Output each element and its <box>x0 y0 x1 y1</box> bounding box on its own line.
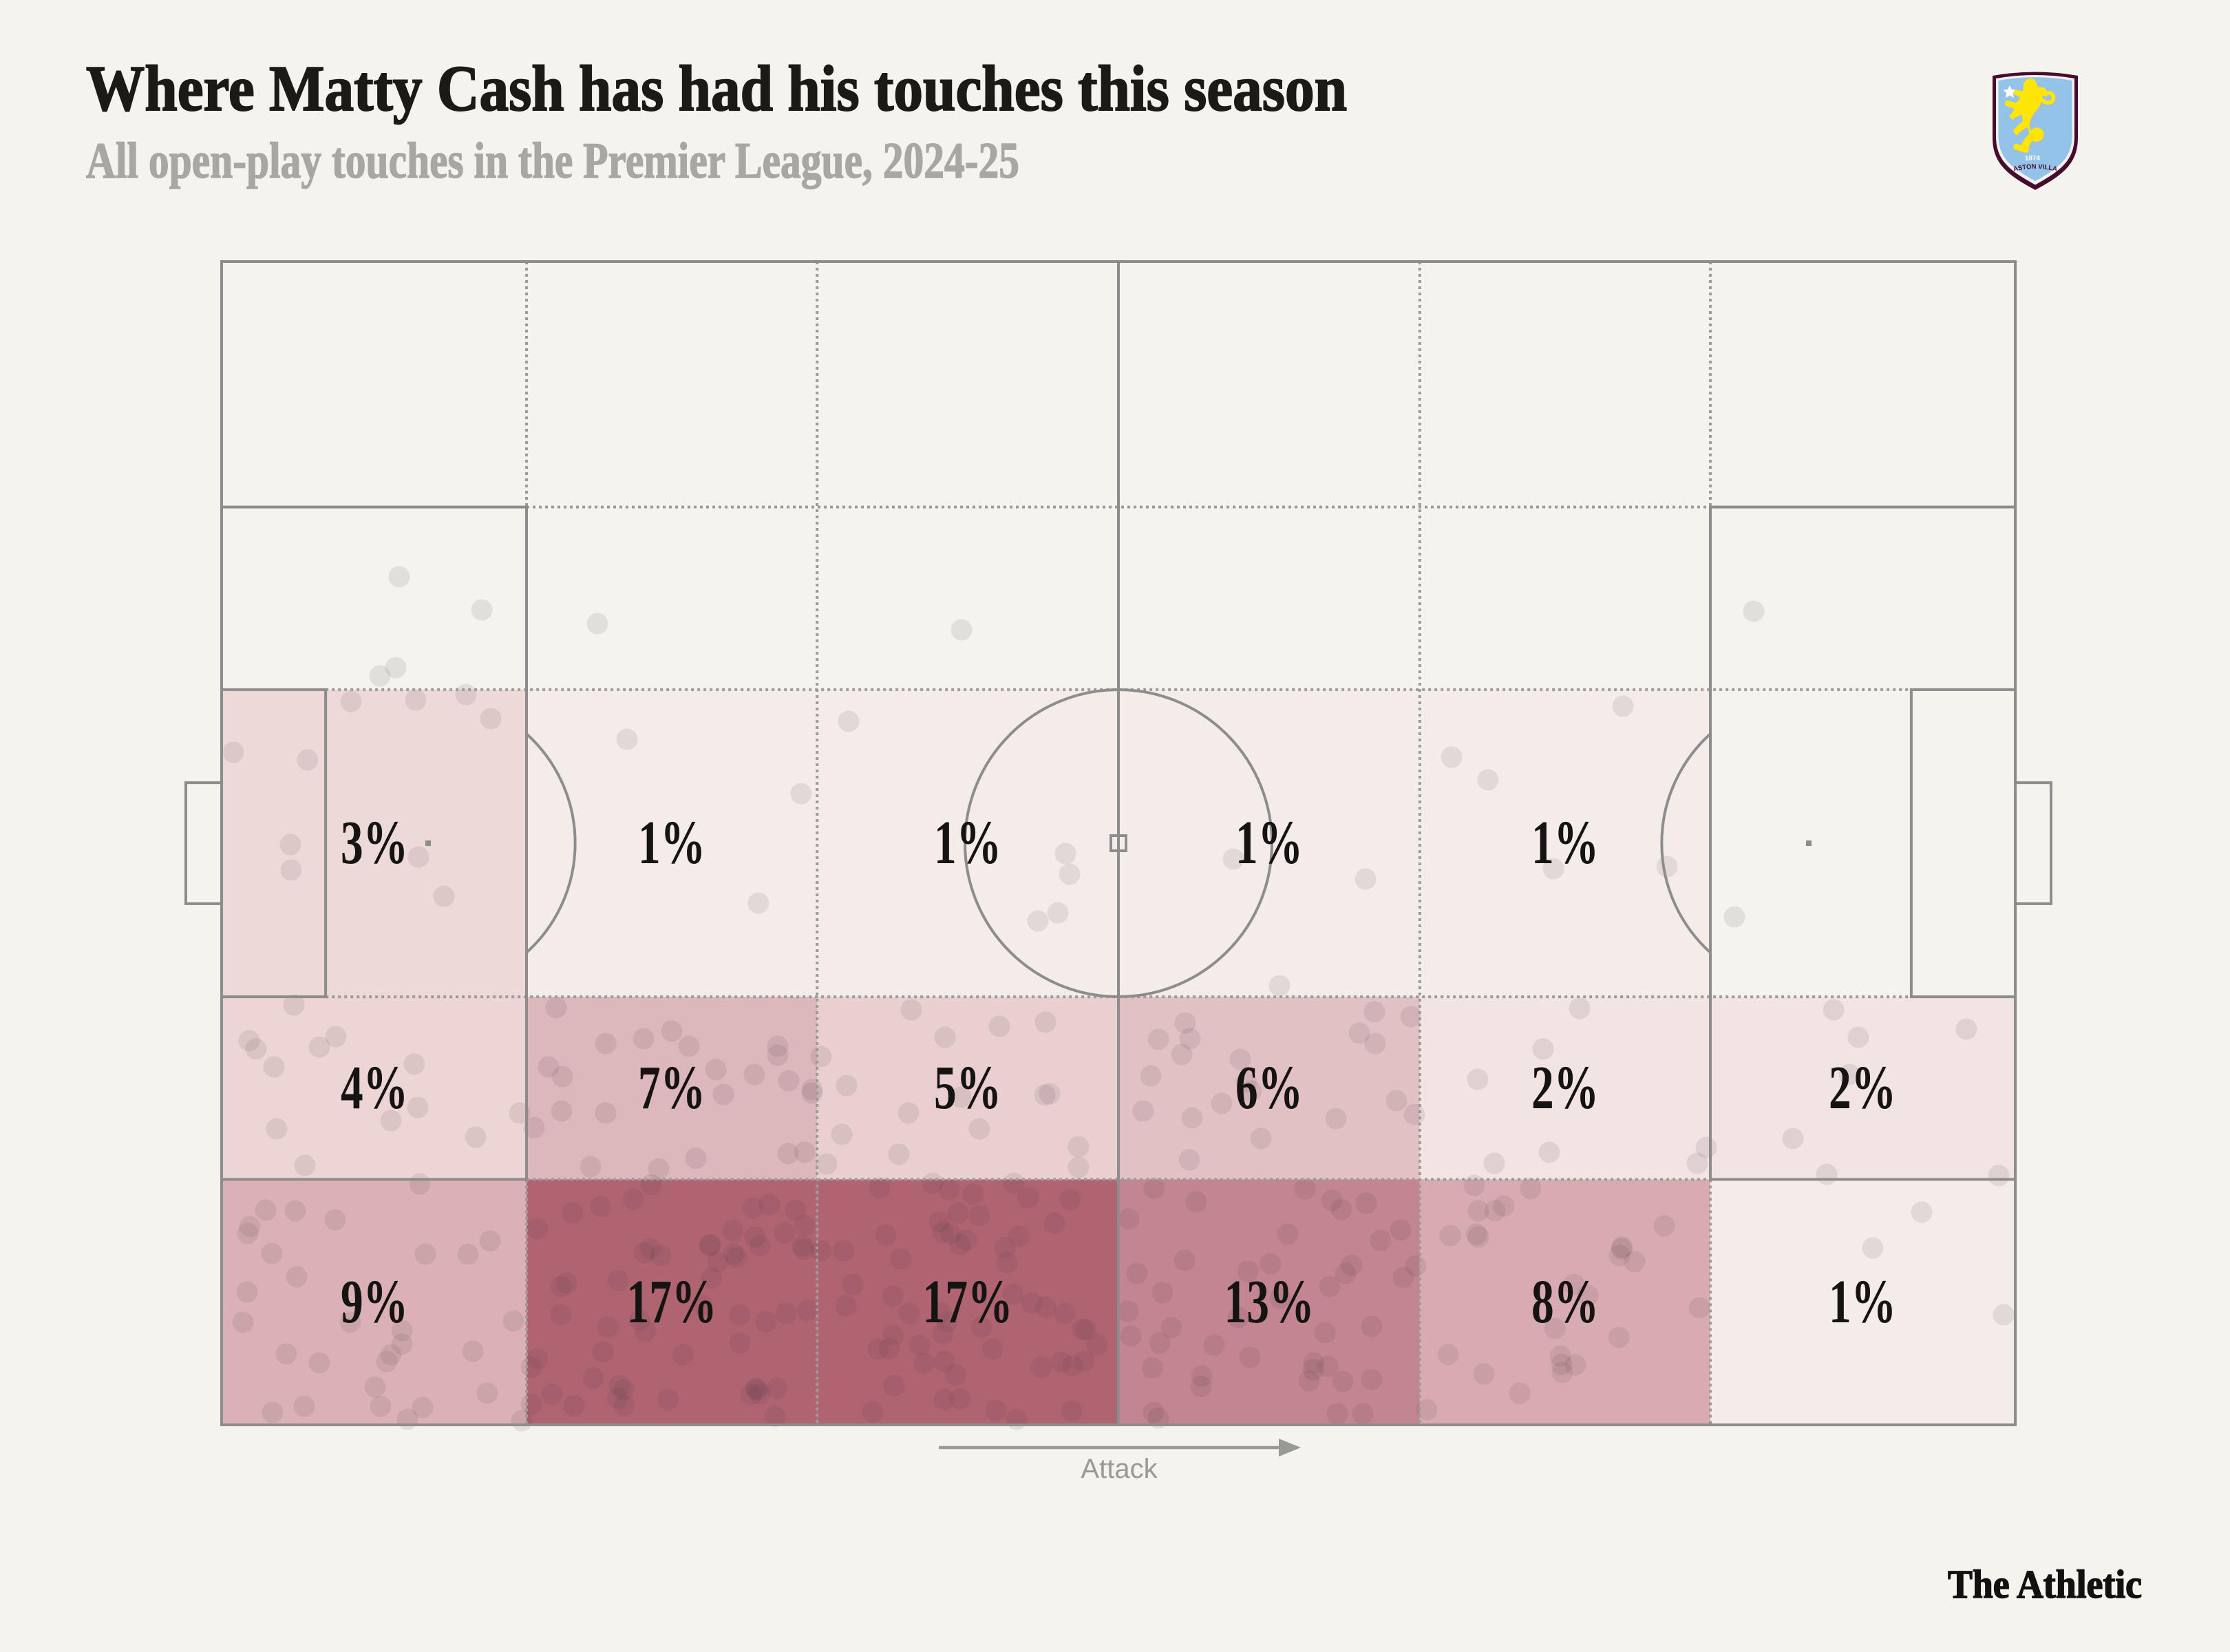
svg-text:Attack: Attack <box>1081 1454 1158 1484</box>
svg-text:3%: 3% <box>341 809 408 877</box>
svg-text:1%: 1% <box>1235 809 1303 877</box>
svg-text:5%: 5% <box>934 1054 1001 1122</box>
svg-text:2%: 2% <box>1531 1054 1599 1122</box>
svg-text:9%: 9% <box>341 1268 408 1336</box>
svg-text:6%: 6% <box>1235 1054 1303 1122</box>
svg-text:7%: 7% <box>638 1054 705 1122</box>
svg-text:4%: 4% <box>341 1054 408 1122</box>
svg-text:Where Matty Cash has had his t: Where Matty Cash has had his touches thi… <box>86 53 1347 125</box>
svg-text:1%: 1% <box>638 809 705 877</box>
svg-text:17%: 17% <box>627 1268 717 1336</box>
svg-text:ASTON VILLA: ASTON VILLA <box>2013 163 2058 173</box>
svg-text:1%: 1% <box>1829 1268 1896 1336</box>
svg-text:1%: 1% <box>1531 809 1599 877</box>
svg-text:1%: 1% <box>934 809 1001 877</box>
svg-text:17%: 17% <box>923 1268 1013 1336</box>
svg-text:13%: 13% <box>1224 1268 1315 1336</box>
svg-text:All open-play touches in the P: All open-play touches in the Premier Lea… <box>86 133 1019 189</box>
svg-text:The Athletic: The Athletic <box>1948 1562 2142 1607</box>
svg-text:8%: 8% <box>1531 1268 1599 1336</box>
svg-text:2%: 2% <box>1829 1054 1896 1122</box>
svg-text:1874: 1874 <box>2025 155 2041 162</box>
